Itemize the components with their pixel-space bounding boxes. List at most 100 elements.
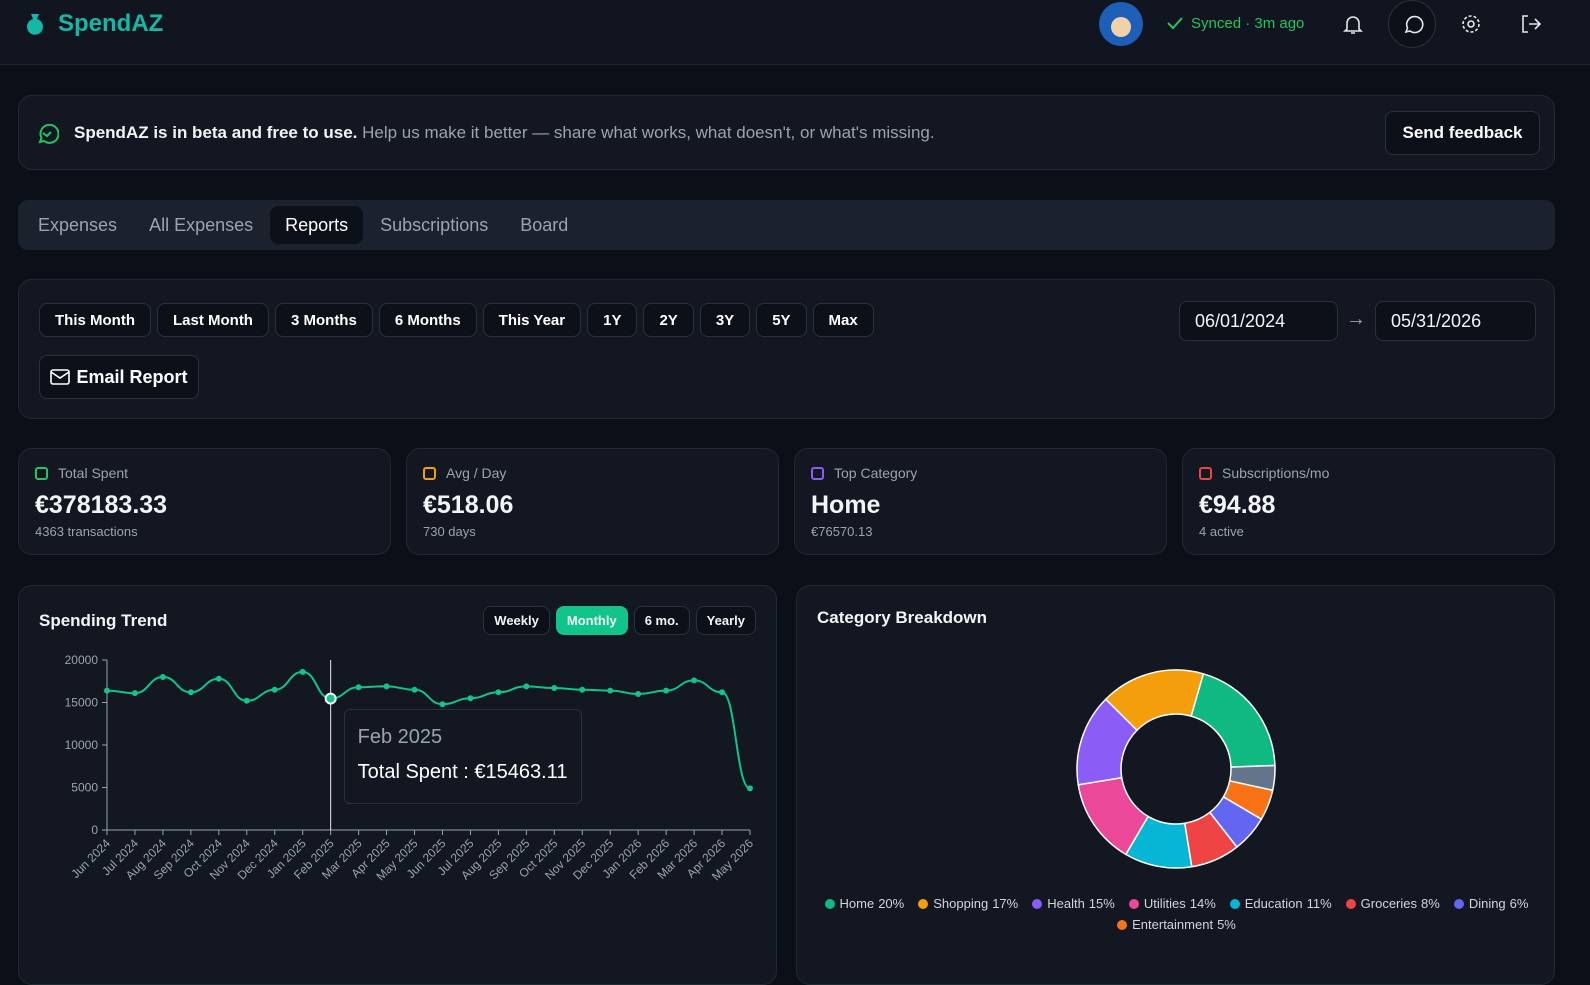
breakdown-card: Home 20% Shopping 17% Health 15% Utilities 14% E… xyxy=(796,585,1555,985)
data-point xyxy=(719,689,726,696)
range-button[interactable]: 6 Months xyxy=(378,303,477,337)
beta-banner: SpendAZ is in beta and free to use. Help… xyxy=(18,95,1555,170)
data-point xyxy=(439,701,446,708)
donut-slice xyxy=(1228,764,1276,792)
tab[interactable]: Subscriptions xyxy=(380,215,489,235)
range-buttons: This Month Last Month 3 Months 6 Months This… xyxy=(39,303,874,337)
tooltip-text: Total Spent : €15463.11 xyxy=(357,760,568,783)
y-tick-label: 10000 xyxy=(65,738,99,752)
data-point xyxy=(607,687,614,694)
stat-detail: 4363 transactions xyxy=(35,524,138,539)
range-button[interactable]: Max xyxy=(812,303,874,337)
data-point xyxy=(355,684,362,691)
legend-item: Groceries 8% xyxy=(1345,896,1440,911)
tab[interactable]: All Expenses xyxy=(149,215,254,235)
stat-detail: €76570.13 xyxy=(811,524,873,539)
data-point xyxy=(495,689,502,696)
legend-name: Shopping xyxy=(933,896,989,911)
banner-message: Help us make it better — share what work… xyxy=(362,123,935,142)
range-button[interactable]: 5Y xyxy=(756,303,807,337)
legend-item: Dining 6% xyxy=(1453,896,1529,911)
tab[interactable]: Expenses xyxy=(38,215,118,235)
logo-icon xyxy=(27,14,43,35)
range-button[interactable]: 1Y xyxy=(587,303,638,337)
legend-name: Utilities xyxy=(1143,896,1186,911)
range-button[interactable]: Last Month xyxy=(156,303,269,337)
data-point xyxy=(691,677,698,684)
stat-icon xyxy=(811,466,824,480)
y-tick-label: 0 xyxy=(91,823,98,837)
mail-icon xyxy=(50,369,71,385)
legend-item: Home 20% xyxy=(824,896,904,911)
data-point xyxy=(551,685,558,692)
view-toggle[interactable]: 6 mo. xyxy=(633,606,690,635)
legend-value: 6% xyxy=(1509,896,1529,911)
stat-icon xyxy=(1199,466,1212,480)
email-report-button[interactable]: Email Report xyxy=(39,355,199,399)
email-report-label: Email Report xyxy=(76,366,188,387)
range-button[interactable]: 3 Months xyxy=(274,303,373,337)
stat-label-text: Top Category xyxy=(834,465,918,481)
legend-value: 11% xyxy=(1306,896,1332,911)
view-toggle[interactable]: Monthly xyxy=(555,606,628,635)
sync-status: Synced · 3m ago xyxy=(1165,14,1304,32)
legend-name: Education xyxy=(1244,896,1303,911)
legend-swatch xyxy=(1345,898,1356,909)
stat-label-text: Avg / Day xyxy=(446,465,507,481)
view-toggle[interactable]: Yearly xyxy=(695,606,756,635)
data-point xyxy=(159,674,166,680)
range-button[interactable]: This Year xyxy=(482,303,582,337)
date-to[interactable]: 05/31/2026 xyxy=(1375,301,1536,341)
date-from[interactable]: 06/01/2024 xyxy=(1179,301,1338,341)
legend-swatch xyxy=(918,898,929,909)
legend-item: Entertainment 5% xyxy=(1117,917,1236,932)
legend-value: 15% xyxy=(1088,896,1115,911)
legend-swatch xyxy=(824,898,835,909)
date-separator: → xyxy=(1346,308,1366,330)
bell-icon[interactable] xyxy=(1342,13,1364,35)
stat-label: Avg / Day xyxy=(423,465,506,481)
legend-item: Shopping 17% xyxy=(918,896,1018,911)
data-point xyxy=(215,675,222,682)
legend-name: Health xyxy=(1047,896,1085,911)
sync-text: Synced · 3m ago xyxy=(1191,14,1305,32)
feedback-button[interactable]: Send feedback xyxy=(1385,111,1540,155)
data-point xyxy=(383,683,390,690)
legend-swatch xyxy=(1453,898,1464,909)
stat-icon xyxy=(35,466,48,480)
data-point xyxy=(324,692,337,705)
y-tick-label: 5000 xyxy=(71,781,98,795)
stat-value: €518.06 xyxy=(423,491,514,519)
chat-icon xyxy=(1404,15,1424,34)
tab[interactable]: Board xyxy=(520,215,569,235)
brand: SpendAZ xyxy=(58,10,164,37)
stat-value: €378183.33 xyxy=(35,491,168,519)
trend-card: 0 5000 10000 15000 20000 Jun 2024 Jul 2024 Aug … xyxy=(18,585,777,985)
view-toggle[interactable]: Weekly xyxy=(483,606,550,635)
legend-name: Entertainment xyxy=(1132,917,1214,932)
avatar[interactable] xyxy=(1098,1,1144,47)
legend-value: 8% xyxy=(1421,896,1440,911)
stat-label: Total Spent xyxy=(35,465,128,481)
chart-title: Category Breakdown xyxy=(817,608,988,627)
legend-item: Education 11% xyxy=(1229,896,1332,911)
chat-button[interactable] xyxy=(1388,0,1436,48)
legend-name: Groceries xyxy=(1360,896,1418,911)
data-point xyxy=(467,695,474,702)
tooltip: Feb 2025 Total Spent : €15463.11 xyxy=(343,708,582,804)
tab[interactable]: Reports xyxy=(270,206,364,244)
range-button[interactable]: 3Y xyxy=(699,303,751,337)
stat-card: Avg / Day €518.06 730 days xyxy=(406,448,779,555)
stat-icon xyxy=(423,466,436,480)
logout-icon[interactable] xyxy=(1519,13,1541,35)
data-point xyxy=(747,785,753,792)
range-button[interactable]: This Month xyxy=(39,303,151,337)
legend-value: 5% xyxy=(1217,917,1236,932)
range-button[interactable]: 2Y xyxy=(643,303,694,337)
data-point xyxy=(187,689,194,696)
legend-item: Utilities 14% xyxy=(1128,896,1216,911)
settings-icon[interactable] xyxy=(1460,13,1482,35)
legend-name: Dining xyxy=(1468,896,1506,911)
legend-swatch xyxy=(1032,898,1043,909)
